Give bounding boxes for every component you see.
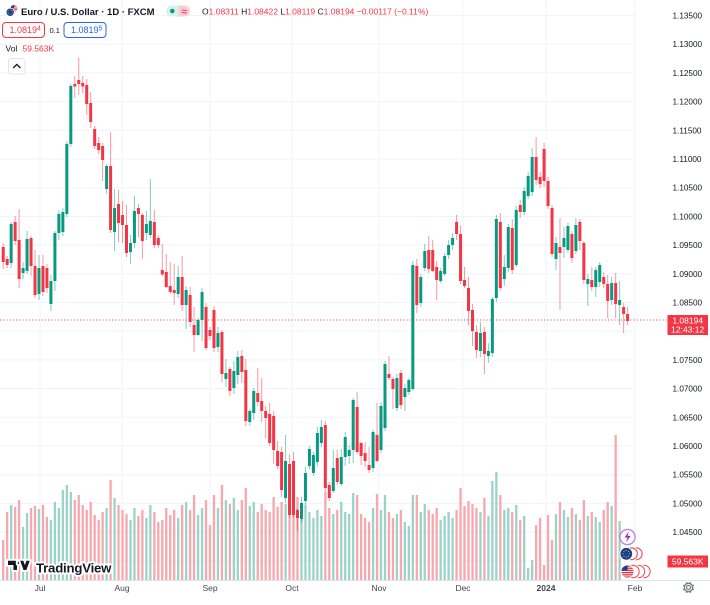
svg-text:12:43:12: 12:43:12 <box>671 324 704 334</box>
svg-text:1.09000: 1.09000 <box>673 270 703 279</box>
svg-text:1.08194: 1.08194 <box>10 25 42 35</box>
svg-text:59.563K: 59.563K <box>23 44 55 54</box>
svg-text:O1.08311 H1.08422 L1.08119 C1.: O1.08311 H1.08422 L1.08119 C1.08194 −0.0… <box>202 7 428 17</box>
svg-text:1.05500: 1.05500 <box>673 471 703 480</box>
svg-text:1.13000: 1.13000 <box>673 40 703 49</box>
svg-text:1.12000: 1.12000 <box>673 98 703 107</box>
svg-text:1.07000: 1.07000 <box>673 385 703 394</box>
svg-text:1.05000: 1.05000 <box>673 499 703 508</box>
svg-text:Euro / U.S. Dollar · 1D · FXCM: Euro / U.S. Dollar · 1D · FXCM <box>21 7 155 18</box>
svg-text:1.08500: 1.08500 <box>673 299 703 308</box>
svg-text:Feb: Feb <box>628 583 643 593</box>
svg-text:Oct: Oct <box>285 583 299 593</box>
svg-text:1.10000: 1.10000 <box>673 212 703 221</box>
svg-text:≈: ≈ <box>181 6 187 18</box>
svg-text:1.10500: 1.10500 <box>673 184 703 193</box>
svg-text:1.11000: 1.11000 <box>673 155 702 164</box>
svg-text:59.563K: 59.563K <box>672 556 704 566</box>
svg-text:1.06500: 1.06500 <box>673 413 703 422</box>
svg-text:1.12500: 1.12500 <box>673 69 703 78</box>
svg-text:Nov: Nov <box>371 583 387 593</box>
svg-text:Vol: Vol <box>6 44 18 54</box>
svg-text:Dec: Dec <box>455 583 471 593</box>
svg-text:2024: 2024 <box>537 583 556 593</box>
svg-text:1.13500: 1.13500 <box>673 12 703 21</box>
svg-text:1.09500: 1.09500 <box>673 241 703 250</box>
svg-text:1.07500: 1.07500 <box>673 356 703 365</box>
svg-text:Jul: Jul <box>35 583 46 593</box>
svg-text:Aug: Aug <box>114 583 129 593</box>
svg-text:0.1: 0.1 <box>50 26 60 35</box>
svg-text:1.04500: 1.04500 <box>673 528 703 537</box>
svg-text:Sep: Sep <box>202 583 217 593</box>
svg-text:1.06000: 1.06000 <box>673 442 703 451</box>
svg-text:1.08194: 1.08194 <box>672 315 703 325</box>
svg-text:1.08195: 1.08195 <box>71 25 103 35</box>
svg-text:1.11500: 1.11500 <box>673 126 702 135</box>
svg-text:TradingView: TradingView <box>36 561 112 576</box>
